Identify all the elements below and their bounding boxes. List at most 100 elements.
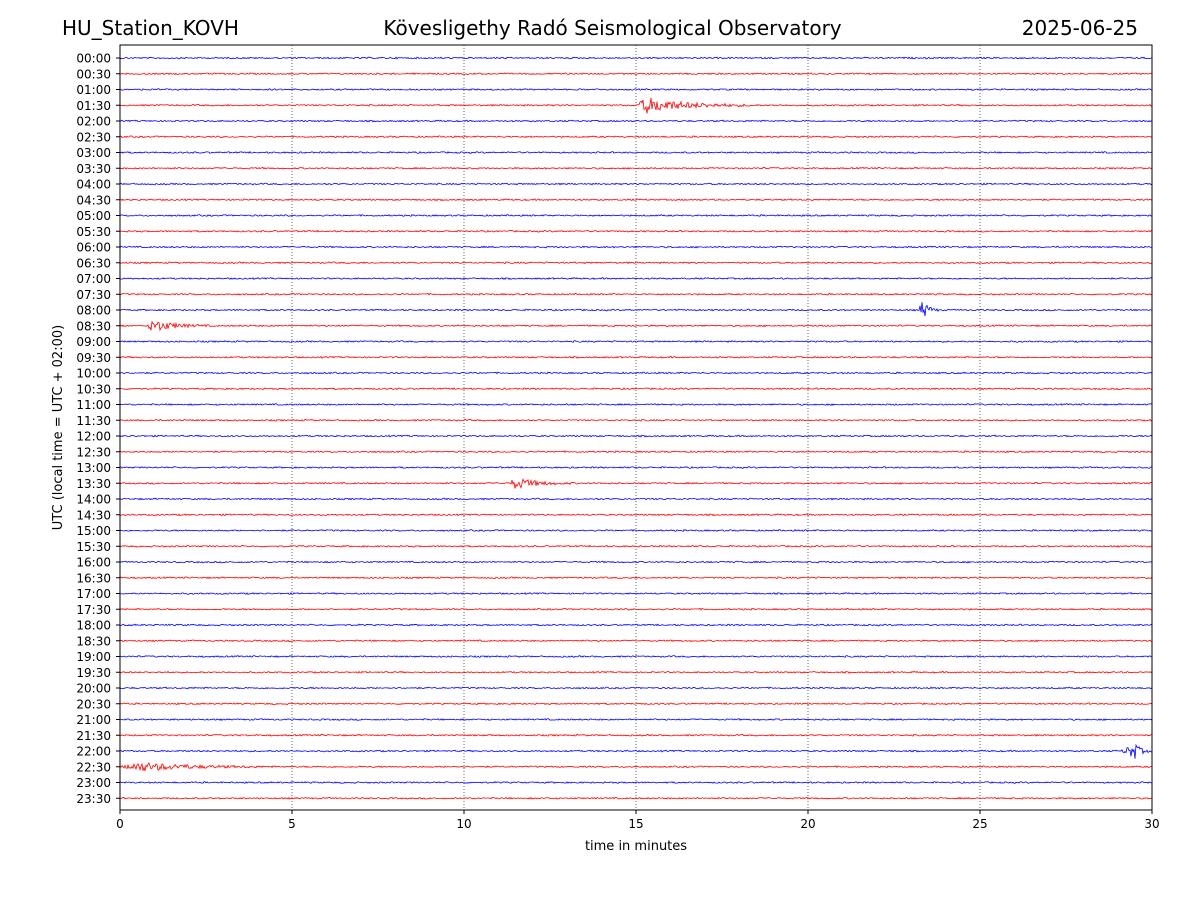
row-label: 16:00 bbox=[76, 556, 111, 570]
trace-0600 bbox=[119, 245, 1153, 249]
row-label: 17:30 bbox=[76, 603, 111, 617]
row-label: 07:30 bbox=[76, 288, 111, 302]
trace-1130 bbox=[119, 418, 1153, 422]
trace-1700 bbox=[119, 592, 1153, 596]
trace-2130 bbox=[119, 733, 1153, 737]
row-label: 20:30 bbox=[76, 697, 111, 711]
trace-2330 bbox=[119, 796, 1153, 800]
row-label: 09:00 bbox=[76, 335, 111, 349]
row-label: 10:00 bbox=[76, 367, 111, 381]
row-label: 10:30 bbox=[76, 382, 111, 396]
row-label: 19:30 bbox=[76, 666, 111, 680]
x-tick-label: 15 bbox=[628, 817, 643, 831]
row-label: 11:00 bbox=[76, 398, 111, 412]
row-label: 13:30 bbox=[76, 477, 111, 491]
row-label: 03:30 bbox=[76, 162, 111, 176]
trace-0000 bbox=[119, 56, 1153, 60]
row-label: 01:00 bbox=[76, 83, 111, 97]
trace-2200 bbox=[119, 743, 1153, 759]
trace-1400 bbox=[119, 497, 1153, 501]
trace-1730 bbox=[119, 607, 1153, 611]
trace-0330 bbox=[119, 166, 1153, 170]
row-label: 19:00 bbox=[76, 650, 111, 664]
row-label: 08:00 bbox=[76, 304, 111, 318]
row-label: 00:00 bbox=[76, 52, 111, 66]
trace-0200 bbox=[119, 119, 1153, 123]
trace-0800 bbox=[119, 302, 1153, 317]
row-label: 13:00 bbox=[76, 461, 111, 475]
trace-1530 bbox=[119, 544, 1153, 548]
trace-1800 bbox=[119, 623, 1153, 627]
trace-2030 bbox=[119, 702, 1153, 706]
row-label: 14:30 bbox=[76, 508, 111, 522]
station-name: HU_Station_KOVH bbox=[62, 16, 239, 40]
x-tick-label: 20 bbox=[800, 817, 815, 831]
row-label: 14:00 bbox=[76, 493, 111, 507]
row-label: 12:30 bbox=[76, 445, 111, 459]
row-label: 12:00 bbox=[76, 430, 111, 444]
row-label: 02:30 bbox=[76, 130, 111, 144]
trace-0430 bbox=[119, 198, 1153, 202]
trace-2100 bbox=[119, 717, 1153, 721]
row-label: 23:00 bbox=[76, 776, 111, 790]
trace-0400 bbox=[119, 182, 1153, 186]
trace-0830 bbox=[119, 320, 1153, 332]
row-label: 17:00 bbox=[76, 587, 111, 601]
row-label: 09:30 bbox=[76, 351, 111, 365]
trace-1500 bbox=[119, 528, 1153, 532]
row-label: 00:30 bbox=[76, 67, 111, 81]
trace-1630 bbox=[119, 576, 1153, 580]
row-label: 22:00 bbox=[76, 745, 111, 759]
trace-0500 bbox=[119, 213, 1153, 217]
trace-1030 bbox=[119, 387, 1153, 391]
x-axis-label: time in minutes bbox=[585, 839, 687, 854]
trace-0700 bbox=[119, 277, 1153, 281]
row-label: 08:30 bbox=[76, 319, 111, 333]
trace-0730 bbox=[119, 292, 1153, 296]
chart-date: 2025-06-25 bbox=[1021, 16, 1138, 40]
row-label: 06:00 bbox=[76, 241, 111, 255]
row-label: 16:30 bbox=[76, 571, 111, 585]
trace-2000 bbox=[119, 686, 1153, 690]
row-label: 21:30 bbox=[76, 729, 111, 743]
trace-0630 bbox=[119, 261, 1153, 265]
row-label: 04:00 bbox=[76, 178, 111, 192]
row-label: 04:30 bbox=[76, 193, 111, 207]
row-label: 22:30 bbox=[76, 760, 111, 774]
row-label: 02:00 bbox=[76, 115, 111, 129]
trace-0900 bbox=[119, 340, 1153, 343]
row-label: 11:30 bbox=[76, 414, 111, 428]
x-tick-label: 0 bbox=[116, 817, 124, 831]
row-label: 05:30 bbox=[76, 225, 111, 239]
trace-0230 bbox=[119, 135, 1153, 139]
trace-1000 bbox=[119, 371, 1153, 375]
row-label: 15:30 bbox=[76, 540, 111, 554]
row-label: 21:00 bbox=[76, 713, 111, 727]
trace-1300 bbox=[119, 465, 1153, 469]
trace-1330 bbox=[119, 478, 1153, 489]
trace-2300 bbox=[119, 780, 1153, 784]
row-label: 06:30 bbox=[76, 256, 111, 270]
row-label: 01:30 bbox=[76, 99, 111, 113]
row-label: 20:00 bbox=[76, 682, 111, 696]
row-label: 23:30 bbox=[76, 792, 111, 806]
chart-title: Kövesligethy Radó Seismological Observat… bbox=[383, 16, 842, 40]
x-tick-label: 25 bbox=[972, 817, 987, 831]
trace-0930 bbox=[119, 355, 1153, 359]
trace-1100 bbox=[119, 402, 1153, 406]
x-tick-label: 10 bbox=[456, 817, 471, 831]
trace-1430 bbox=[119, 513, 1153, 517]
row-label: 18:00 bbox=[76, 619, 111, 633]
trace-1930 bbox=[119, 670, 1153, 674]
x-tick-label: 5 bbox=[288, 817, 296, 831]
trace-1600 bbox=[119, 560, 1153, 564]
trace-0030 bbox=[119, 72, 1153, 76]
x-tick-label: 30 bbox=[1144, 817, 1159, 831]
trace-0130 bbox=[119, 97, 1153, 114]
trace-1200 bbox=[119, 434, 1153, 438]
row-label: 15:00 bbox=[76, 524, 111, 538]
y-axis-label: UTC (local time = UTC + 02:00) bbox=[51, 325, 66, 530]
trace-0530 bbox=[119, 229, 1153, 233]
trace-0100 bbox=[119, 88, 1153, 91]
